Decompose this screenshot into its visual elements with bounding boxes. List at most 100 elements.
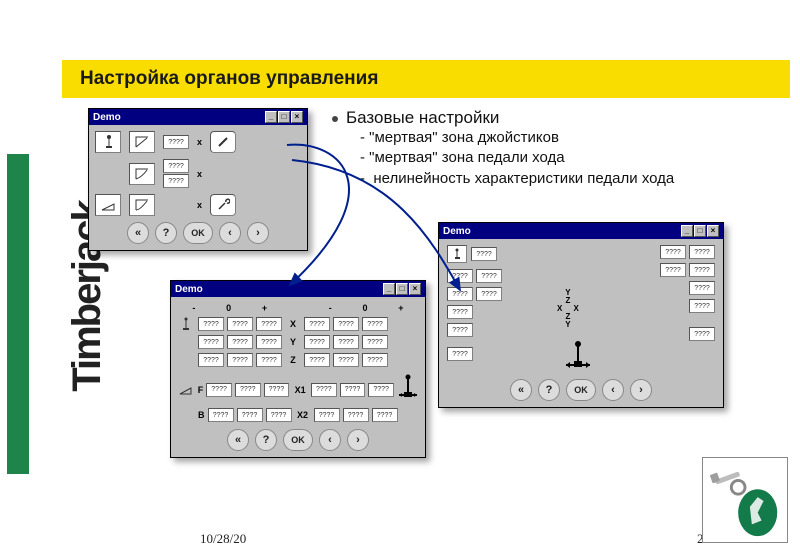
axis-mark: x: [197, 169, 202, 179]
window-titlebar[interactable]: Demo _ □ ×: [439, 223, 723, 239]
value-cell[interactable]: ????: [689, 327, 715, 341]
close-icon[interactable]: ×: [409, 283, 421, 295]
value-cell[interactable]: ????: [333, 353, 359, 367]
value-cell[interactable]: ????: [304, 317, 330, 331]
axis-mark: x: [197, 137, 202, 147]
key-fob-image: [702, 457, 788, 543]
bullet-sub: - "мертвая" зона педали хода: [360, 148, 674, 168]
curve-icon[interactable]: [129, 194, 155, 216]
close-icon[interactable]: ×: [291, 111, 303, 123]
window-title: Demo: [93, 112, 121, 123]
bullet-main: Базовые настройки: [332, 108, 674, 128]
value-cell[interactable]: ????: [227, 353, 253, 367]
value-cell[interactable]: ????: [689, 263, 715, 277]
row-label: X: [285, 319, 301, 329]
wrench-icon[interactable]: [210, 194, 236, 216]
ok-button[interactable]: OK: [183, 222, 213, 244]
close-icon[interactable]: ×: [707, 225, 719, 237]
curve-icon[interactable]: [129, 163, 155, 185]
value-cell[interactable]: ????: [689, 281, 715, 295]
nav-next-button[interactable]: ›: [347, 429, 369, 451]
value-cell[interactable]: ????: [689, 245, 715, 259]
window-demo-1: Demo _ □ × ???? x ????: [88, 108, 308, 251]
value-cell[interactable]: ????: [447, 323, 473, 337]
value-cell[interactable]: ????: [311, 383, 337, 397]
bullet-list: Базовые настройки - "мертвая" зона джойс…: [332, 108, 674, 189]
maximize-icon[interactable]: □: [396, 283, 408, 295]
value-cell[interactable]: ????: [163, 174, 189, 188]
nav-first-button[interactable]: «: [510, 379, 532, 401]
value-cell[interactable]: ????: [198, 317, 224, 331]
help-button[interactable]: ?: [255, 429, 277, 451]
value-cell[interactable]: ????: [256, 353, 282, 367]
window-title: Demo: [443, 226, 471, 237]
value-cell[interactable]: ????: [235, 383, 261, 397]
value-cell[interactable]: ????: [368, 383, 394, 397]
slide-footer: 10/28/20 29: [0, 531, 800, 547]
minimize-icon[interactable]: _: [681, 225, 693, 237]
minimize-icon[interactable]: _: [383, 283, 395, 295]
value-cell[interactable]: ????: [264, 383, 290, 397]
joystick-icon[interactable]: [95, 131, 121, 153]
value-cell[interactable]: ????: [340, 383, 366, 397]
value-cell[interactable]: ????: [227, 335, 253, 349]
window-titlebar[interactable]: Demo _ □ ×: [89, 109, 307, 125]
value-cell[interactable]: ????: [471, 247, 497, 261]
value-cell[interactable]: ????: [447, 287, 473, 301]
value-cell[interactable]: ????: [198, 335, 224, 349]
maximize-icon[interactable]: □: [278, 111, 290, 123]
brand-sidebar: Timberjack: [2, 4, 54, 548]
value-cell[interactable]: ????: [343, 408, 369, 422]
value-cell[interactable]: ????: [208, 408, 234, 422]
value-cell[interactable]: ????: [333, 317, 359, 331]
ok-button[interactable]: OK: [283, 429, 313, 451]
footer-date: 10/28/20: [200, 531, 246, 547]
value-cell[interactable]: ????: [689, 299, 715, 313]
value-cell[interactable]: ????: [304, 353, 330, 367]
ok-button[interactable]: OK: [566, 379, 596, 401]
pedal-icon: [177, 382, 195, 398]
nav-first-button[interactable]: «: [227, 429, 249, 451]
value-cell[interactable]: ????: [333, 335, 359, 349]
nav-next-button[interactable]: ›: [630, 379, 652, 401]
value-cell[interactable]: ????: [660, 245, 686, 259]
nav-prev-button[interactable]: ‹: [602, 379, 624, 401]
value-cell[interactable]: ????: [660, 263, 686, 277]
maximize-icon[interactable]: □: [694, 225, 706, 237]
value-cell[interactable]: ????: [476, 269, 502, 283]
pedal-icon[interactable]: [95, 194, 121, 216]
value-cell[interactable]: ????: [163, 159, 189, 173]
value-cell[interactable]: ????: [198, 353, 224, 367]
value-cell[interactable]: ????: [362, 353, 388, 367]
value-cell[interactable]: ????: [314, 408, 340, 422]
help-button[interactable]: ?: [538, 379, 560, 401]
nav-next-button[interactable]: ›: [247, 222, 269, 244]
tool-icon[interactable]: [210, 131, 236, 153]
value-cell[interactable]: ????: [476, 287, 502, 301]
window-titlebar[interactable]: Demo _ □ ×: [171, 281, 425, 297]
value-cell[interactable]: ????: [256, 317, 282, 331]
value-cell[interactable]: ????: [372, 408, 398, 422]
value-cell[interactable]: ????: [163, 135, 189, 149]
minimize-icon[interactable]: _: [265, 111, 277, 123]
value-cell[interactable]: ????: [447, 347, 473, 361]
value-cell[interactable]: ????: [227, 317, 253, 331]
help-button[interactable]: ?: [155, 222, 177, 244]
value-cell[interactable]: ????: [447, 305, 473, 319]
curve-icon[interactable]: [129, 131, 155, 153]
joystick-icon[interactable]: [447, 245, 467, 263]
window-demo-3: Demo _ □ × ???? ???????? ???????? ???? ?…: [438, 222, 724, 408]
nav-first-button[interactable]: «: [127, 222, 149, 244]
value-cell[interactable]: ????: [447, 269, 473, 283]
value-cell[interactable]: ????: [362, 317, 388, 331]
axis-label: X: [557, 304, 562, 313]
nav-prev-button[interactable]: ‹: [319, 429, 341, 451]
value-cell[interactable]: ????: [304, 335, 330, 349]
value-cell[interactable]: ????: [256, 335, 282, 349]
value-cell[interactable]: ????: [237, 408, 263, 422]
spacer: [177, 352, 195, 368]
value-cell[interactable]: ????: [362, 335, 388, 349]
nav-prev-button[interactable]: ‹: [219, 222, 241, 244]
value-cell[interactable]: ????: [266, 408, 292, 422]
value-cell[interactable]: ????: [206, 383, 232, 397]
